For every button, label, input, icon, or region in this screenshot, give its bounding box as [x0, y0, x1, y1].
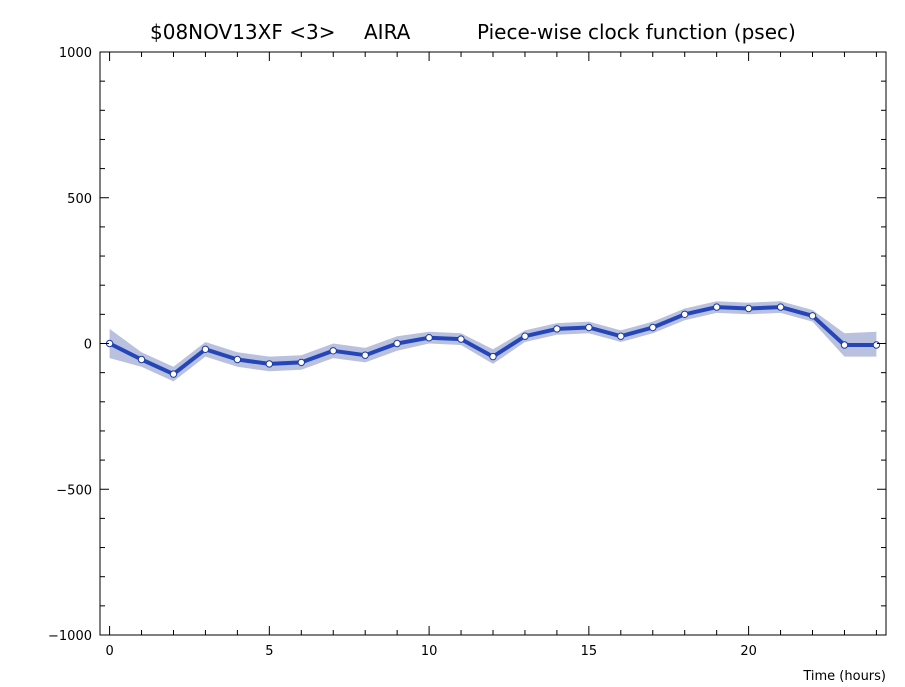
tick-labels-layer: 0 5 10 15 20 −1000 −500 0 500 1000	[48, 46, 757, 659]
plot-frame	[99, 51, 887, 636]
y-tick-label: 0	[84, 338, 92, 353]
series-line-0	[108, 305, 877, 377]
data-point	[169, 370, 178, 378]
data-point	[329, 347, 337, 355]
data-point	[201, 345, 210, 353]
x-tick-label: 15	[581, 644, 598, 659]
data-point	[744, 304, 753, 313]
data-point	[489, 352, 497, 361]
x-tick-label: 5	[265, 644, 273, 659]
series-line-layer	[108, 305, 877, 377]
y-tick-label: 500	[67, 192, 92, 207]
error-band-0	[109, 301, 877, 382]
chart-title-session: $08NOV13XF <3>	[150, 20, 335, 44]
chart-title-description: Piece-wise clock function (psec)	[477, 20, 796, 44]
data-point	[840, 341, 849, 349]
data-point	[808, 312, 817, 320]
y-tick-label: 1000	[59, 46, 92, 61]
x-axis-title: Time (hours)	[802, 669, 886, 684]
data-point	[393, 339, 401, 348]
error-band-layer	[109, 301, 877, 382]
data-point	[585, 323, 593, 332]
y-tick-label: −1000	[48, 629, 92, 644]
data-point	[649, 323, 657, 332]
data-point	[681, 310, 689, 318]
data-point	[457, 335, 465, 343]
data-point	[137, 355, 146, 364]
data-point	[713, 303, 721, 311]
data-point	[265, 360, 273, 368]
data-point	[233, 355, 242, 364]
data-point	[872, 341, 881, 349]
x-tick-label: 20	[740, 644, 757, 659]
chart-title-station: AIRA	[364, 20, 411, 44]
x-tick-label: 10	[421, 644, 438, 659]
y-tick-label: −500	[56, 483, 92, 498]
data-point	[425, 334, 433, 342]
data-point	[361, 351, 369, 359]
chart-title: $08NOV13XF <3> AIRA Piece-wise clock fun…	[150, 20, 796, 44]
data-point	[553, 325, 561, 333]
data-point	[617, 332, 625, 340]
data-point	[776, 303, 785, 311]
x-tick-label: 0	[105, 644, 113, 659]
data-point	[521, 332, 529, 340]
axis-ticks-layer	[100, 51, 886, 636]
data-points-layer	[105, 303, 881, 378]
data-point	[297, 358, 305, 367]
